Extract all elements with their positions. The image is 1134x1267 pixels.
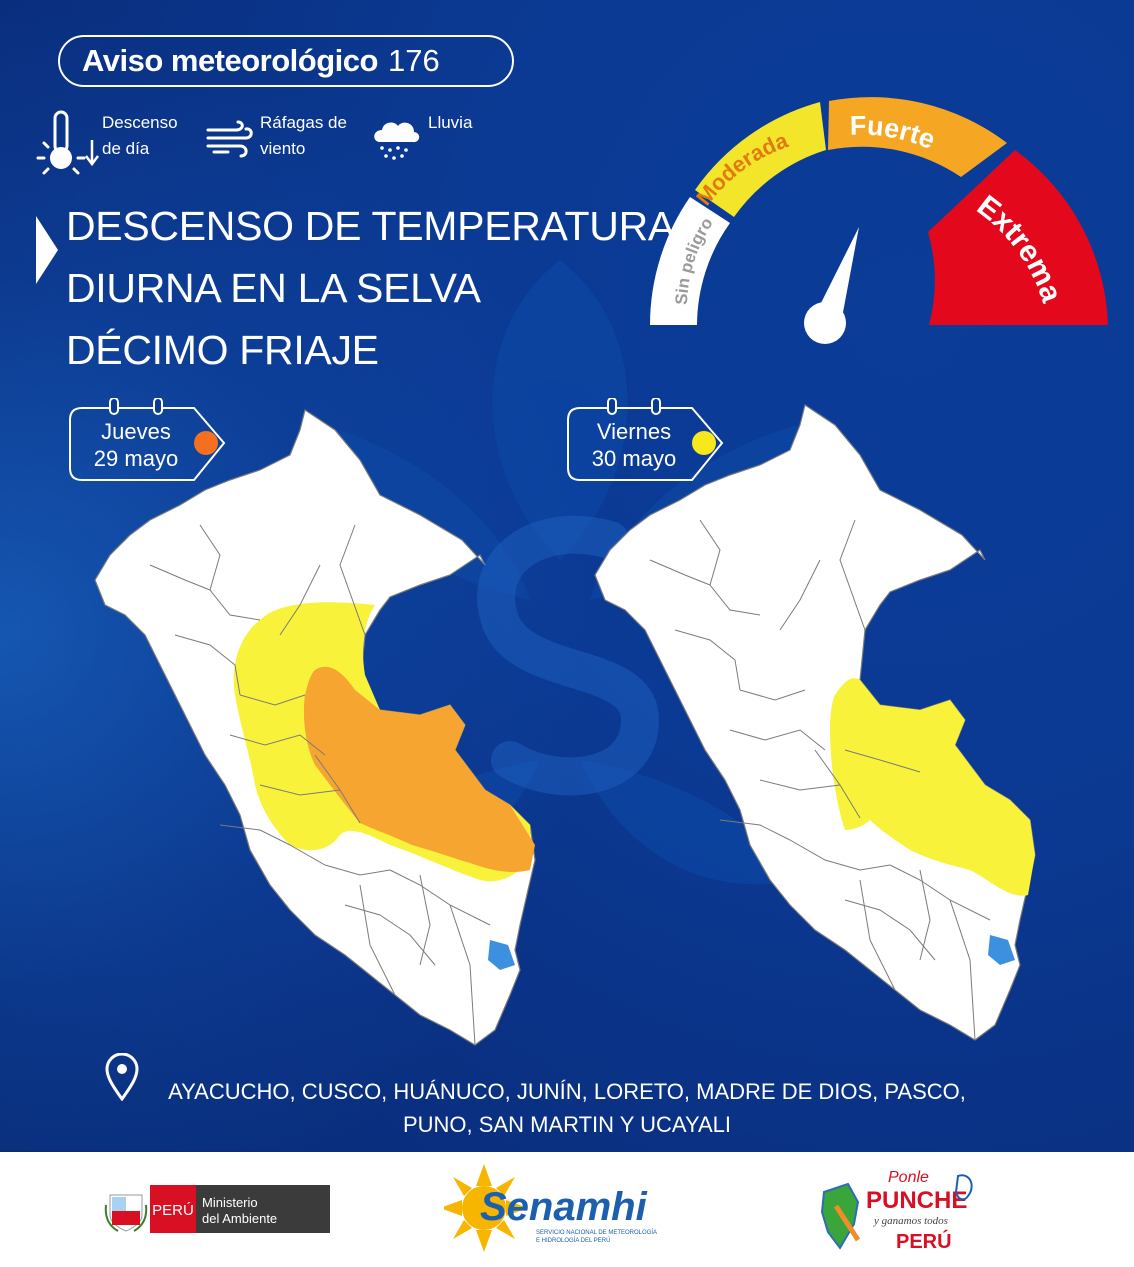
minam-country: PERÚ xyxy=(152,1202,194,1219)
peru-map-friday xyxy=(594,404,1036,1041)
legend-label-temperature-1: Descenso xyxy=(102,113,178,132)
headline-line-2: DIURNA EN LA SELVA xyxy=(66,265,481,311)
legend-item-temperature: Descenso de día xyxy=(30,110,178,176)
headline-arrow-icon xyxy=(36,216,58,284)
day-date: 29 mayo xyxy=(93,446,179,471)
minam-line-2: del Ambiente xyxy=(202,1211,277,1226)
senamhi-name: Senamhi xyxy=(480,1185,648,1229)
headline-line-1: DESCENSO DE TEMPERATURA xyxy=(66,203,675,249)
day-level-dot xyxy=(194,431,218,455)
gauge-needle xyxy=(804,227,859,344)
legend-label-rain: Lluvia xyxy=(428,113,473,132)
thermometer-sun-down-icon xyxy=(36,110,99,175)
calendar-tag-icon xyxy=(69,398,226,481)
legend-label-temperature-2: de día xyxy=(102,139,150,158)
ponle-punche-logo: Ponle PUNCHE y ganamos todos PERÚ xyxy=(820,1169,973,1253)
sun-icon xyxy=(444,1164,528,1252)
peru-map-thursday xyxy=(94,409,536,1046)
headline: DESCENSO DE TEMPERATURA DIURNA EN LA SEL… xyxy=(66,195,675,381)
legend-item-rain: Lluvia xyxy=(370,110,472,162)
gauge-segment-sin-peligro xyxy=(650,197,730,325)
senamhi-sub-2: E HIDROLOGÍA DEL PERÚ xyxy=(536,1237,610,1244)
warning-number: 176 xyxy=(387,43,440,78)
rain-cloud-icon xyxy=(374,122,420,160)
senamhi-logo: Senamhi SERVICIO NACIONAL DE METEOROLOGÍ… xyxy=(444,1164,657,1252)
location-pin-icon xyxy=(105,1053,139,1101)
punche-line-4: PERÚ xyxy=(896,1229,952,1253)
minam-line-1: Ministerio xyxy=(202,1195,258,1210)
day-tag-friday: Viernes 30 mayo xyxy=(566,398,724,481)
warning-title: Aviso meteorológico xyxy=(82,43,378,78)
hazard-legend: Descenso de día Ráfagas de viento xyxy=(30,110,510,180)
gauge-segment-fuerte xyxy=(828,97,1007,177)
punche-line-1: Ponle xyxy=(888,1169,929,1186)
senamhi-sub-1: SERVICIO NACIONAL DE METEOROLOGÍA xyxy=(536,1229,657,1236)
minam-logo: PERÚ Ministerio del Ambiente xyxy=(104,1185,330,1233)
day-tag-thursday: Jueves 29 mayo xyxy=(68,398,226,481)
peru-coat-of-arms-icon xyxy=(104,1194,148,1232)
punche-line-2: PUNCHE xyxy=(866,1187,967,1214)
legend-label-wind-1: Ráfagas de xyxy=(260,113,347,132)
regions-line-2: PUNO, SAN MARTIN Y UCAYALI xyxy=(402,1112,732,1137)
gauge-segment-moderada xyxy=(695,102,826,217)
regions-line-1: AYACUCHO, CUSCO, HUÁNUCO, JUNÍN, LORETO,… xyxy=(168,1079,966,1104)
calendar-tag-icon xyxy=(567,398,724,481)
legend-item-wind: Ráfagas de viento xyxy=(206,110,347,162)
affected-regions: AYACUCHO, CUSCO, HUÁNUCO, JUNÍN, LORETO,… xyxy=(0,1075,1134,1141)
warning-title-pill: Aviso meteorológico 176 xyxy=(58,35,514,87)
wind-gust-icon xyxy=(206,120,253,158)
day-weekday: Viernes xyxy=(596,419,672,444)
legend-label-wind-2: viento xyxy=(260,139,306,158)
gauge-segment-extrema xyxy=(928,150,1108,325)
danger-gauge: Sin peligro Moderada Fuerte Extrema xyxy=(650,97,1108,344)
day-weekday: Jueves xyxy=(101,419,171,444)
headline-line-3: DÉCIMO FRIAJE xyxy=(66,327,379,373)
punche-line-3: y ganamos todos xyxy=(873,1215,948,1227)
day-level-dot xyxy=(692,431,716,455)
day-date: 30 mayo xyxy=(591,446,677,471)
